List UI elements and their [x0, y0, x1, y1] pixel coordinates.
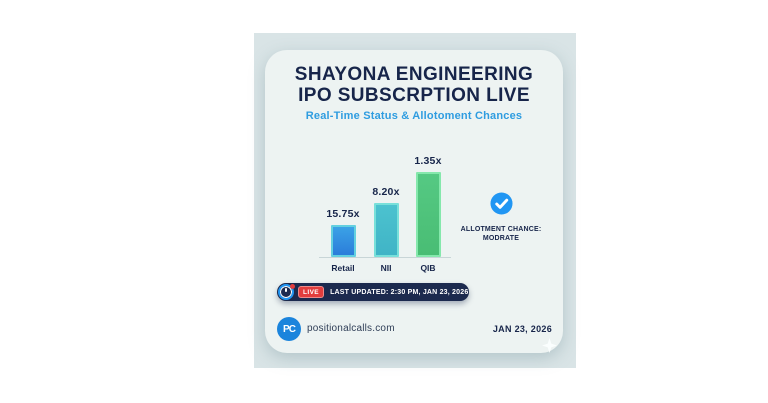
bar-category-label: Retail	[331, 263, 355, 273]
website-text: positionalcalls.com	[307, 323, 395, 334]
post-title: SHAYONA ENGINEERING IPO SUBSCRPTION LIVE	[265, 64, 563, 106]
bar-group-qib: 1.35x QIB	[403, 155, 453, 273]
last-updated-banner: LIVE LAST UPDATED: 2:30 PM, JAN 23, 2026	[277, 283, 469, 301]
positionalcalls-logo: PC	[277, 317, 301, 341]
clock-icon	[278, 284, 295, 300]
subscription-bar-chart: 15.75x Retail 8.20x NII 1.35x QIB	[265, 154, 505, 273]
ipo-post: SHAYONA ENGINEERING IPO SUBSCRPTION LIVE…	[254, 33, 576, 368]
bar-nii	[373, 203, 399, 257]
post-subtitle: Real-Time Status & Allotoment Chances	[305, 110, 523, 122]
chart-baseline	[319, 257, 451, 258]
check-circle-icon	[489, 192, 513, 215]
last-updated-text: LAST UPDATED: 2:30 PM, JAN 23, 2026	[330, 288, 469, 296]
bar-category-label: NII	[380, 263, 392, 273]
post-title-line2: IPO SUBSCRPTION LIVE	[298, 85, 530, 106]
bar-value-label: 15.75x	[326, 208, 360, 220]
bar-value-label: 8.20x	[372, 186, 400, 198]
content-card: SHAYONA ENGINEERING IPO SUBSCRPTION LIVE…	[265, 50, 563, 353]
allotment-chance-value: MODRATE	[482, 235, 520, 242]
bar-group-retail: 15.75x Retail	[318, 208, 368, 273]
bar-retail	[330, 225, 356, 257]
allotment-chance-label: ALLOTMENT CHANCE:	[460, 226, 542, 233]
allotment-chance-text: ALLOTMENT CHANCE: MODRATE	[451, 225, 551, 243]
post-date: JAN 23, 2026	[492, 324, 552, 334]
sparkle-icon	[542, 338, 557, 353]
live-badge: LIVE	[298, 286, 325, 298]
notification-dot-icon	[290, 284, 295, 289]
bar-value-label: 1.35x	[414, 155, 442, 167]
bar-qib	[415, 172, 441, 257]
bar-group-nii: 8.20x NII	[361, 186, 411, 273]
bar-category-label: QIB	[420, 263, 436, 273]
post-title-line1: SHAYONA ENGINEERING	[294, 64, 534, 85]
allotment-chance-block: ALLOTMENT CHANCE: MODRATE	[451, 192, 551, 243]
